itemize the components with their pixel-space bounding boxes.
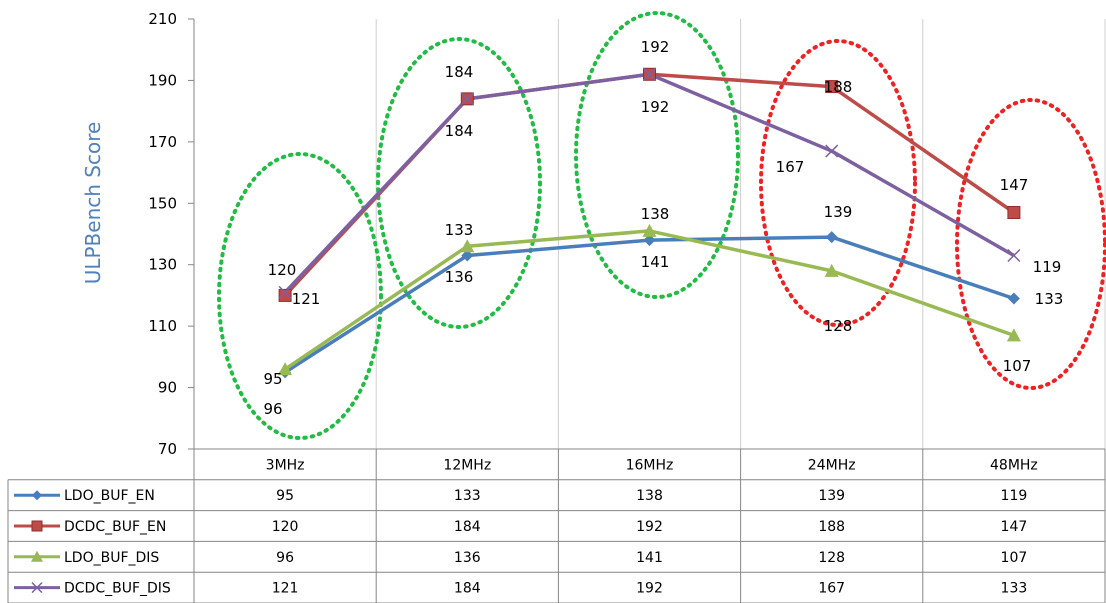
data-label: 128 <box>824 317 853 335</box>
marker-LDO_BUF_EN-16MHz <box>643 234 656 247</box>
marker-DCDC_BUF_DIS-16MHz <box>642 67 657 81</box>
annotation-ellipse-48MHz <box>955 98 1106 390</box>
data-label: 192 <box>641 98 670 116</box>
annotation-ellipses <box>217 11 1106 440</box>
marker-DCDC_BUF_DIS-12MHz-stroke <box>460 92 474 106</box>
data-label: 184 <box>445 122 474 140</box>
data-label: 119 <box>1033 258 1062 276</box>
table-cell: 184 <box>454 519 481 535</box>
x-tick-label: 48MHz <box>990 457 1038 473</box>
x-tick-label: 16MHz <box>626 457 674 473</box>
data-label: 188 <box>824 78 853 96</box>
legend-label-DCDC_BUF_DIS: DCDC_BUF_DIS <box>64 581 171 597</box>
marker-DCDC_BUF_DIS-12MHz <box>460 92 474 106</box>
marker-DCDC_BUF_DIS-16MHz-stroke <box>642 67 657 81</box>
data-labels: 95 96 120 121 133 136 184 184 138 141 192 192 139 128… <box>263 38 1063 418</box>
marker-DCDC_BUF_DIS-3MHz <box>278 285 292 299</box>
table-cell: 107 <box>1001 550 1028 566</box>
series-markers <box>278 67 1021 379</box>
marker-DCDC_BUF_DIS-48MHz <box>1007 248 1021 263</box>
data-label: 121 <box>292 290 321 308</box>
y-tick-label: 210 <box>148 10 177 28</box>
table-cell: 133 <box>454 488 481 504</box>
x-tick-label: 24MHz <box>808 457 856 473</box>
marker-LDO_BUF_EN-48MHz <box>1007 292 1020 305</box>
x-tick-label: 12MHz <box>443 457 491 473</box>
table-cell: 133 <box>1001 581 1028 597</box>
marker-DCDC_BUF_DIS-48MHz-stroke <box>1007 248 1021 263</box>
data-label: 184 <box>445 63 474 81</box>
legend-label-LDO_BUF_EN: LDO_BUF_EN <box>64 488 155 504</box>
data-label: 139 <box>824 203 853 221</box>
table-cell: 141 <box>636 550 663 566</box>
annotation-ellipse-12MHz <box>376 37 542 329</box>
marker-LDO_BUF_DIS-16MHz <box>642 223 657 237</box>
legend-marker-DCDC_BUF_EN <box>31 520 43 532</box>
marker-LDO_BUF_EN-12MHz <box>461 249 474 262</box>
legend-marker-DCDC_BUF_DIS <box>31 582 43 594</box>
data-label: 120 <box>268 261 297 279</box>
y-axis-ticks: 70 90 110 130 150 170 190 210 <box>148 10 194 458</box>
marker-LDO_BUF_DIS-3MHz <box>278 362 293 376</box>
marker-LDO_BUF_DIS-24MHz <box>824 263 839 277</box>
marker-DCDC_BUF_DIS-24MHz-stroke <box>825 144 839 158</box>
legend-label-DCDC_BUF_EN: DCDC_BUF_EN <box>64 519 166 535</box>
table-cell: 138 <box>636 488 663 504</box>
data-label: 107 <box>1003 357 1032 375</box>
data-label: 136 <box>445 268 474 286</box>
table-cell: 167 <box>818 581 845 597</box>
data-label: 95 <box>263 370 282 388</box>
marker-DCDC_BUF_DIS-24MHz <box>825 144 839 158</box>
table-cell: 120 <box>272 519 299 535</box>
y-tick-label: 150 <box>148 194 177 212</box>
data-label: 133 <box>445 221 474 239</box>
marker-DCDC_BUF_EN-48MHz <box>1007 206 1021 219</box>
series-lines <box>283 72 1015 374</box>
data-label: 147 <box>1000 176 1029 194</box>
annotation-ellipse-24MHz <box>759 39 917 327</box>
marker-DCDC_BUF_EN-24MHz <box>825 80 839 94</box>
legend-label-LDO_BUF_DIS: LDO_BUF_DIS <box>64 550 159 566</box>
table-cell: 147 <box>1001 519 1028 535</box>
annotation-ellipse-16MHz <box>574 11 740 299</box>
y-tick-label: 70 <box>158 440 177 458</box>
y-tick-label: 130 <box>148 256 177 274</box>
table-cell: 119 <box>1001 488 1028 504</box>
table-cell: 128 <box>818 550 845 566</box>
x-tick-label: 3MHz <box>266 457 305 473</box>
data-label: 96 <box>263 400 282 418</box>
data-label: 138 <box>641 205 670 223</box>
marker-DCDC_BUF_DIS-3MHz-stroke <box>278 285 292 299</box>
data-label: 167 <box>776 158 805 176</box>
table-cell: 96 <box>276 550 294 566</box>
table-cell: 136 <box>454 550 481 566</box>
legend-marker-LDO_BUF_EN <box>32 490 42 501</box>
marker-LDO_BUF_DIS-12MHz <box>460 239 475 253</box>
y-tick-label: 170 <box>148 133 177 151</box>
y-tick-label: 90 <box>158 379 177 397</box>
data-label: 141 <box>641 253 670 271</box>
table-cell: 188 <box>818 519 845 535</box>
table-cell: 121 <box>272 581 299 597</box>
y-axis-title: ULPBench Score <box>81 122 105 285</box>
marker-DCDC_BUF_EN-3MHz <box>278 288 292 302</box>
data-label: 192 <box>641 38 670 56</box>
data-label: 133 <box>1035 290 1064 308</box>
annotation-ellipse-3MHz <box>217 152 383 440</box>
y-tick-label: 110 <box>148 317 177 335</box>
table-cell: 184 <box>454 581 481 597</box>
table-cell: 192 <box>636 581 663 597</box>
y-tick-label: 190 <box>148 71 177 89</box>
marker-LDO_BUF_EN-24MHz <box>825 231 838 244</box>
data-table: 3MHz 12MHz 16MHz 24MHz 48MHz LDO_BUF_EN 95 133 1… <box>7 449 1106 603</box>
legend-marker-LDO_BUF_DIS <box>31 550 43 562</box>
marker-LDO_BUF_DIS-48MHz <box>1006 328 1021 342</box>
table-cell: 95 <box>276 488 294 504</box>
legend-marker-DCDC_BUF_DIS-stroke <box>31 582 43 594</box>
table-cell: 139 <box>818 488 845 504</box>
table-cell: 192 <box>636 519 663 535</box>
